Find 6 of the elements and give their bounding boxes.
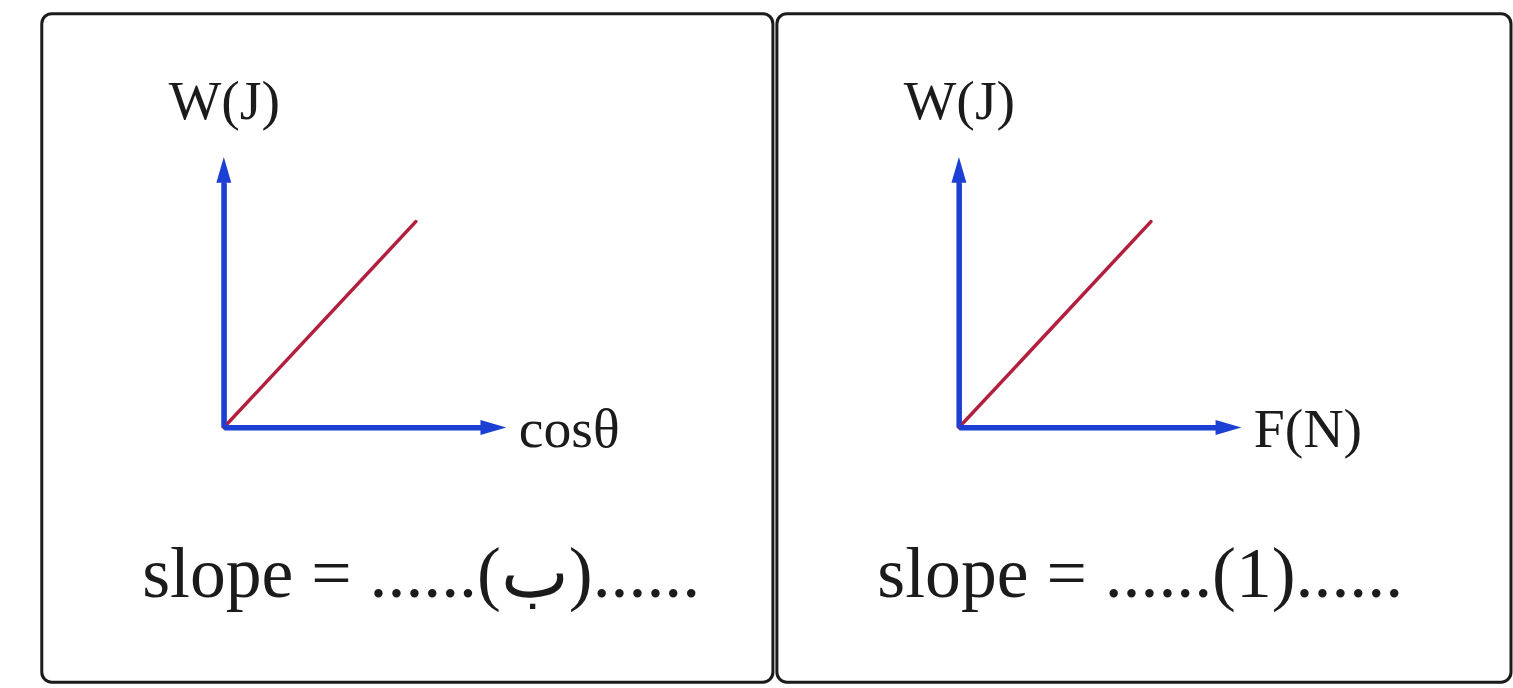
text: slope = ......(1)...... (877, 532, 1404, 613)
text: slope = ......(ب)...... (142, 532, 701, 613)
y-axis-title: W(J) (168, 68, 280, 131)
x-axis-title: F(N) (1253, 396, 1363, 459)
x-axis-title: cosθ (518, 396, 620, 459)
y-axis-title: W(J) (903, 68, 1016, 131)
